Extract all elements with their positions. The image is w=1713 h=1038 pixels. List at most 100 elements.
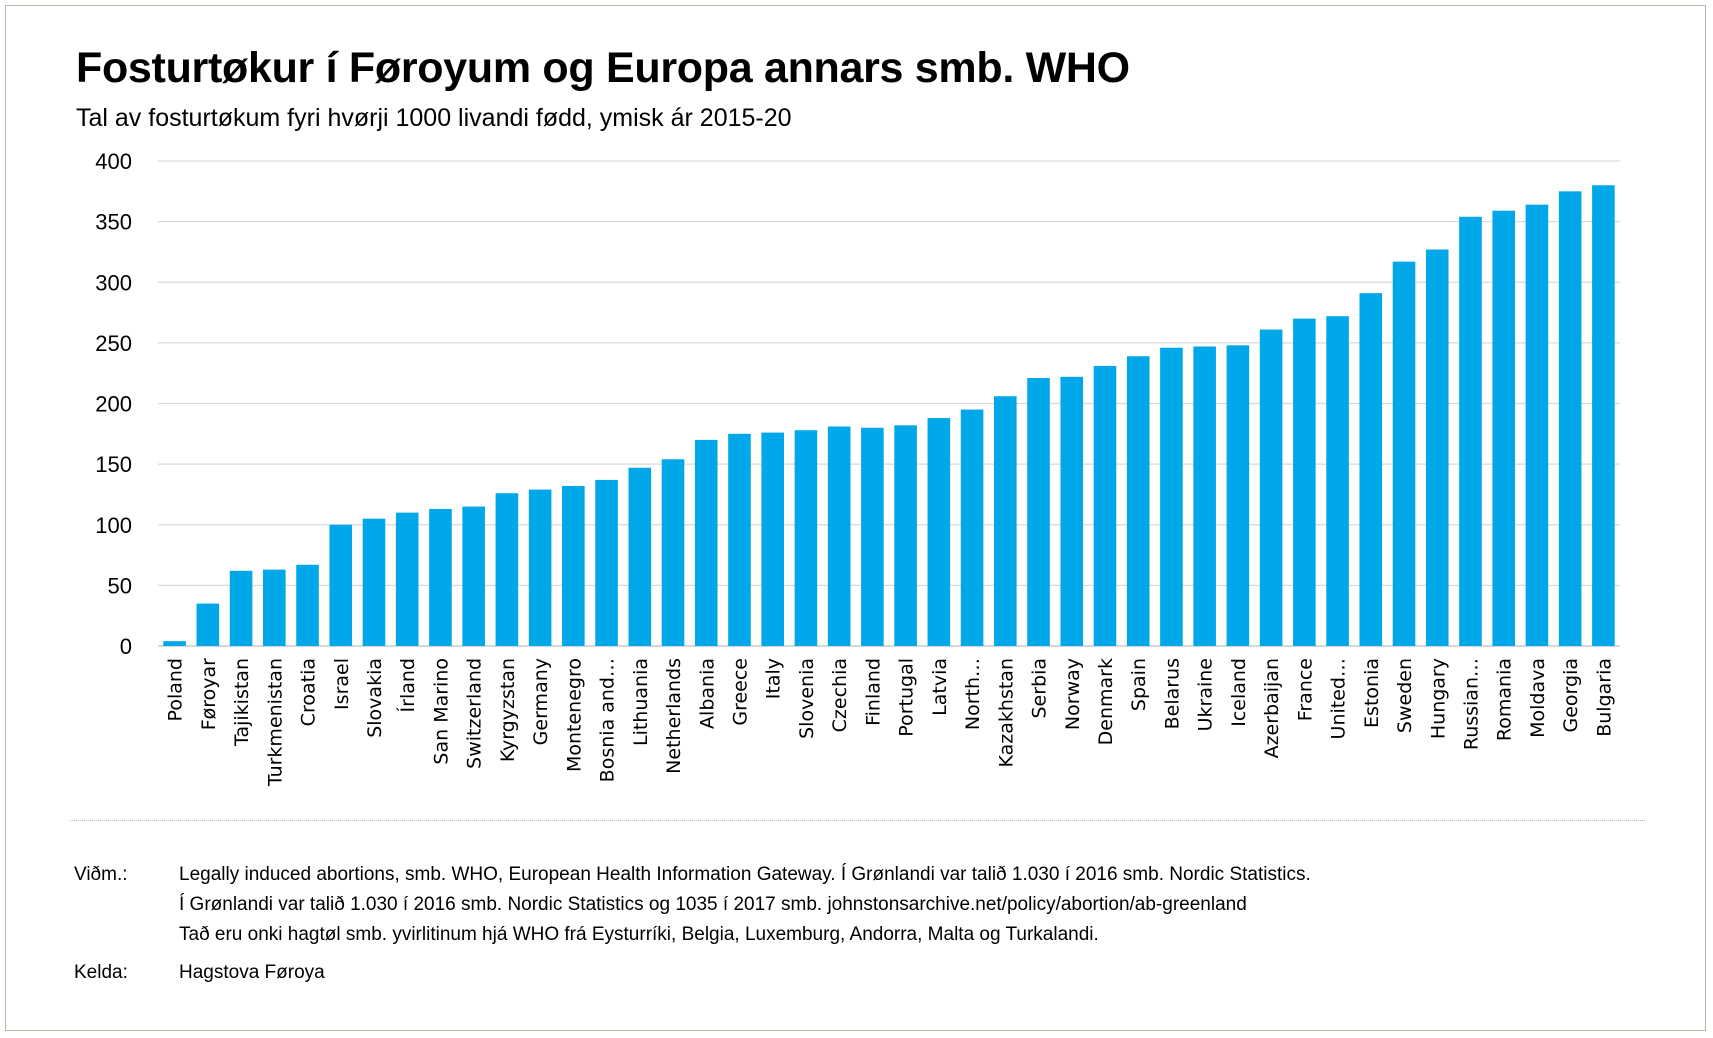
bar (362, 518, 386, 646)
bar (861, 427, 884, 646)
y-tick-label: 300 (95, 270, 132, 295)
bar (827, 426, 851, 646)
x-tick-label: Iceland (1228, 658, 1250, 727)
bar (528, 489, 552, 646)
x-tick-label: Italy (763, 658, 785, 699)
bar (728, 433, 751, 646)
bar (694, 439, 718, 646)
bars (163, 185, 1615, 646)
y-axis-ticks: 0 50 100 150 200 250 300 350 400 (95, 149, 132, 659)
x-tick-label: Greece (729, 658, 751, 726)
bar (1492, 210, 1516, 646)
x-tick-label: San Marino (430, 658, 452, 765)
bar (229, 570, 253, 646)
x-tick-label: Turkmenistan (264, 658, 286, 787)
y-tick-label: 150 (95, 452, 132, 477)
bar (1060, 376, 1084, 646)
bar (1259, 329, 1283, 646)
x-tick-label: Bosnia and… (597, 658, 619, 782)
bar (1126, 356, 1150, 646)
x-tick-label: Netherlands (663, 658, 685, 774)
x-tick-label: Switzerland (464, 658, 486, 769)
source-text: Hagstova Føroya (179, 962, 325, 983)
x-tick-label: Hungary (1427, 658, 1449, 739)
x-tick-label: Denmark (1095, 658, 1117, 745)
bar (495, 493, 519, 646)
chart-title: Fosturtøkur í Føroyum og Europa annars s… (76, 44, 1130, 92)
y-tick-label: 250 (95, 331, 132, 356)
separator-line (70, 820, 1645, 821)
x-tick-label: Føroyar (198, 658, 220, 730)
bar (196, 603, 220, 646)
x-tick-label: United… (1328, 658, 1350, 739)
x-tick-label: Israel (331, 658, 353, 710)
source-label: Kelda: (74, 962, 128, 983)
x-tick-label: Tajikistan (231, 658, 253, 747)
x-tick-label: Kazakhstan (995, 658, 1017, 767)
bar (1193, 346, 1216, 646)
bar (761, 432, 785, 646)
bar (163, 641, 186, 646)
x-tick-label: Montenegro (563, 658, 585, 772)
x-tick-label: Albania (696, 658, 718, 729)
x-tick-label: Russian… (1460, 658, 1482, 750)
x-tick-label: Portugal (896, 658, 918, 737)
bar (927, 418, 951, 646)
bar (1326, 316, 1349, 646)
bar (1160, 347, 1183, 646)
y-tick-label: 0 (120, 634, 132, 659)
x-tick-label: Sweden (1394, 658, 1416, 733)
x-tick-label: Slovakia (364, 658, 386, 738)
bar (661, 459, 685, 646)
bar (1293, 318, 1316, 646)
x-tick-label: Írland (396, 658, 419, 712)
note-line-3: Tað eru onki hagtøl smb. yvirlitinum hjá… (179, 924, 1099, 945)
bar (395, 512, 419, 646)
x-tick-label: Czechia (829, 658, 851, 732)
bar (1027, 378, 1050, 646)
x-tick-label: Finland (862, 658, 884, 726)
bar (595, 479, 618, 646)
x-tick-label: Croatia (298, 658, 320, 726)
note-line-2: Í Grønlandi var talið 1.030 í 2016 smb. … (179, 894, 1247, 915)
y-tick-label: 50 (108, 573, 132, 598)
bar (1359, 293, 1383, 646)
x-tick-label: Germany (530, 658, 552, 745)
bar (262, 569, 286, 646)
bar-chart: 0 50 100 150 200 250 300 350 400 Poland Føroyar Ta… (95, 149, 1620, 787)
x-tick-label: North… (962, 658, 984, 730)
chart-subtitle: Tal av fosturtøkum fyri hvørji 1000 liva… (76, 104, 792, 132)
bar (1425, 249, 1449, 646)
x-tick-label: Serbia (1029, 658, 1051, 719)
x-tick-label: Spain (1128, 658, 1150, 711)
bar (993, 396, 1017, 646)
x-tick-label: Belarus (1161, 658, 1183, 729)
bar (960, 409, 984, 646)
bar (429, 508, 452, 646)
x-tick-label: Latvia (929, 658, 951, 716)
bar (562, 485, 585, 646)
x-tick-label: Georgia (1560, 658, 1582, 733)
bar (296, 564, 319, 646)
bar (1226, 345, 1250, 646)
bar (894, 425, 917, 646)
bar (628, 467, 652, 646)
bar (1558, 191, 1582, 646)
bar (1525, 204, 1549, 646)
x-tick-label: Lithuania (630, 658, 652, 746)
bar (794, 430, 818, 646)
bar (1093, 365, 1117, 646)
x-tick-label: Azerbaijan (1261, 658, 1283, 758)
x-tick-label: Romania (1494, 658, 1516, 741)
x-tick-label: Kyrgyzstan (497, 658, 519, 762)
x-tick-label: Ukraine (1195, 658, 1217, 731)
x-tick-label: Bulgaria (1593, 658, 1615, 737)
x-tick-label: Moldava (1527, 658, 1549, 738)
y-tick-label: 350 (95, 210, 132, 235)
bar (1592, 185, 1615, 646)
x-axis-labels: Poland Føroyar Tajikistan Turkmenistan Croat… (165, 658, 1616, 787)
footnotes: Viðm.: Legally induced abortions, smb. W… (74, 860, 1311, 988)
bar (329, 524, 353, 646)
bar (1392, 261, 1416, 646)
y-tick-label: 200 (95, 392, 132, 417)
